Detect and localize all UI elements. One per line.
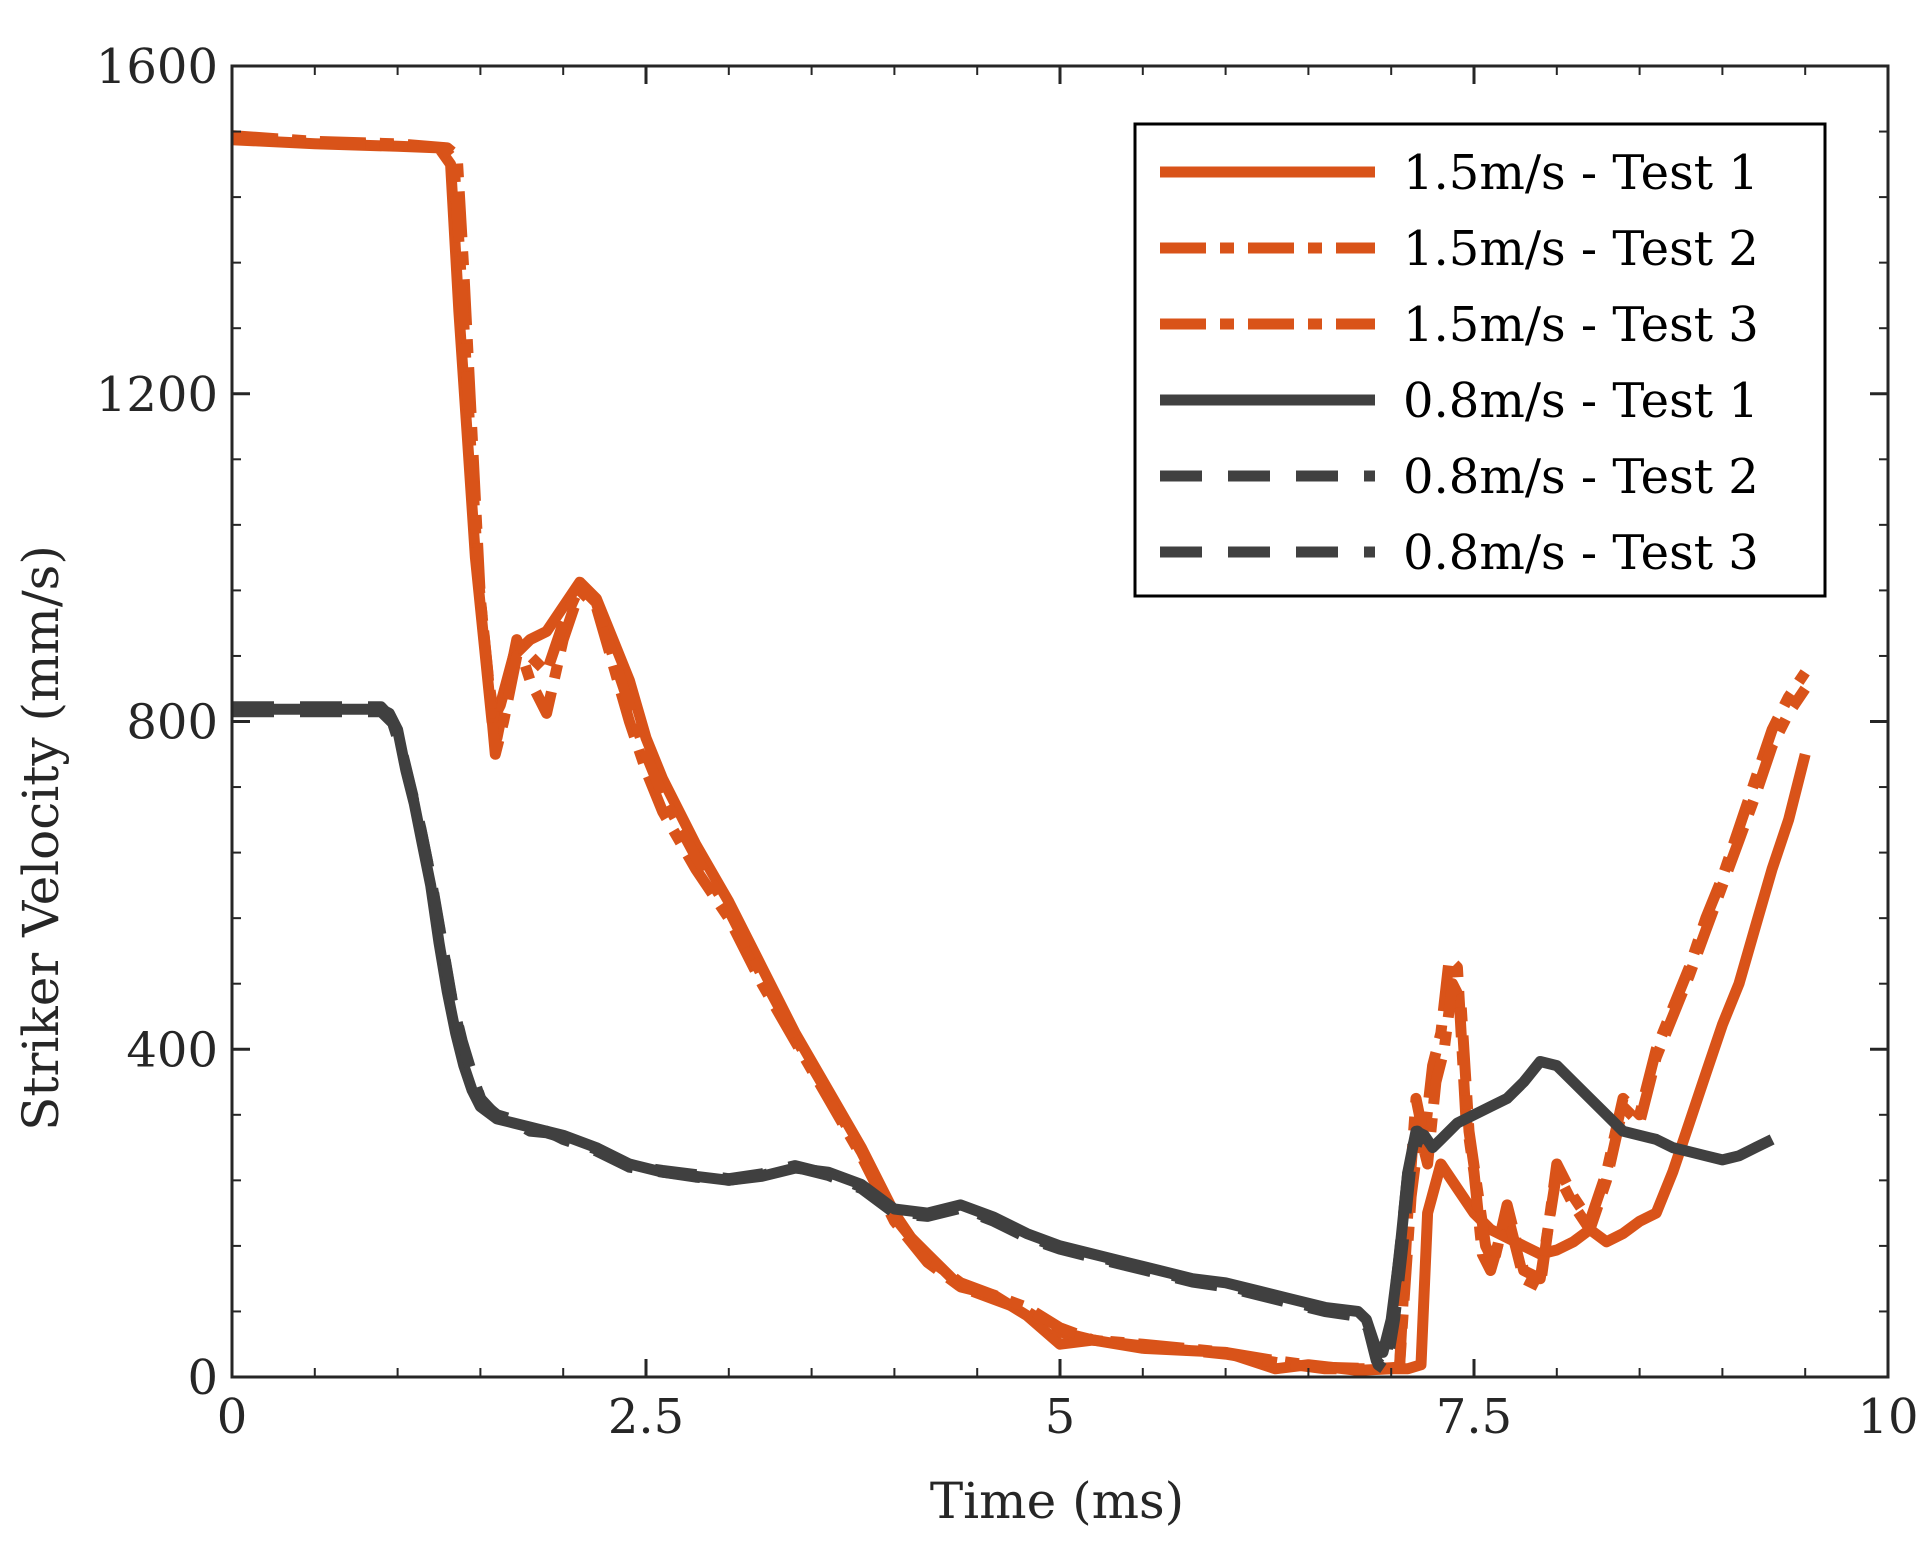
legend-entry-2: 1.5m/s - Test 2 [1403,221,1759,277]
y-axis-label: Striker Velocity (mm/s) [12,545,70,1131]
legend-entry-3: 1.5m/s - Test 3 [1403,297,1759,353]
y-tick-label: 800 [126,695,218,751]
x-tick-label: 7.5 [1436,1389,1512,1445]
y-tick-label: 1200 [96,367,218,423]
series-line-3 [231,132,1810,1375]
x-tick-label: 2.5 [608,1389,684,1445]
x-tick-label: 10 [1857,1389,1918,1445]
legend-box [1133,122,1827,598]
legend-entry-6: 0.8m/s - Test 3 [1403,525,1759,581]
y-tick-label: 0 [187,1350,218,1406]
x-tick-label: 5 [1045,1389,1076,1445]
x-tick-label: 0 [217,1389,248,1445]
series-layer [231,130,1811,1376]
series-line-6 [232,706,1430,1376]
axes-layer: 0 2.5 5 7.5 10 0 400 800 1200 1600 [96,39,1919,1445]
x-axis-label: Time (ms) [930,1472,1184,1530]
legend-entry-5: 0.8m/s - Test 2 [1403,449,1759,505]
legend-entry-4: 0.8m/s - Test 1 [1403,373,1759,429]
y-tick-label: 400 [126,1022,218,1078]
legend-entry-1: 1.5m/s - Test 1 [1403,145,1759,201]
y-tick-label: 1600 [96,39,218,95]
legend: 1.5m/s - Test 1 1.5m/s - Test 2 1.5m/s - T… [1133,122,1827,598]
